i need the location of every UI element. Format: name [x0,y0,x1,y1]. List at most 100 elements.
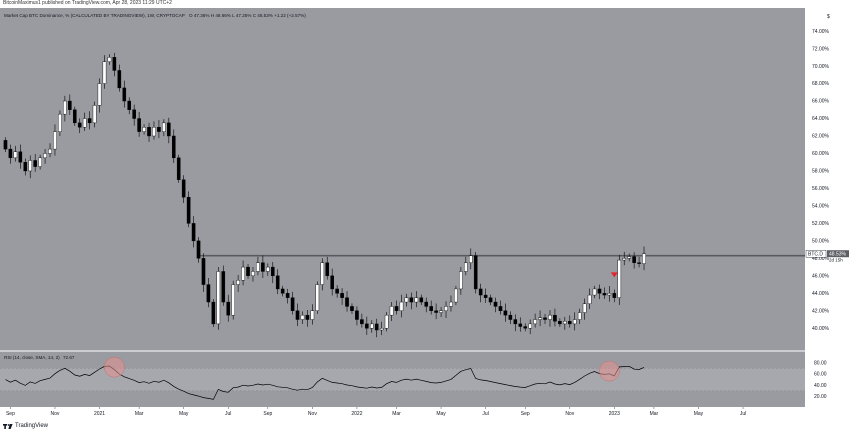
time-tick-label: Mar [135,411,144,417]
candle-body [612,293,617,298]
rsi-last-value: 72.67 [63,355,75,360]
price-axis[interactable] [805,8,850,351]
rsi-highlight-circle [599,360,620,382]
candle [300,311,305,324]
price-tick-label: 60.00% [812,151,830,157]
candle [48,143,52,158]
currency-label: $ [827,14,830,20]
candle-body [384,314,389,329]
candle-body [285,293,290,298]
candle [137,111,141,137]
footer: TradingView [0,421,850,434]
candle [295,303,300,327]
candle-body [226,301,231,316]
candle [558,318,562,327]
rsi-axis[interactable] [805,351,850,407]
candle-body [379,328,384,331]
candle-body [211,301,216,325]
candle [201,253,206,292]
candle-body [567,321,572,325]
time-axis[interactable] [0,407,850,421]
candle-body [414,297,419,303]
candle [157,119,161,139]
price-pane[interactable] [0,8,805,351]
candle-body [3,140,8,150]
candle-body [43,153,47,159]
price-tick-label: 40.00% [812,326,830,332]
candle [335,285,339,298]
rsi-legend: RSI (14, close, SMA, 14, 2) 72.67 [4,355,75,360]
candle [256,256,260,276]
price-axis-ticks: 74.00% 72.00% 70.00% 68.00% 66.00% 64.00% 62.0… [812,29,830,332]
candle-body [191,223,196,242]
candle-body [72,109,77,124]
candle [77,118,82,134]
candle [97,78,102,113]
candle [305,310,310,327]
candle [548,310,552,327]
candle [280,285,285,297]
candle-body [216,271,221,325]
chart-canvas[interactable]: 74.00% 72.00% 70.00% 68.00% 66.00% 64.00% 62.0… [0,8,850,421]
rsi-tick-label: 20.00 [814,394,827,400]
candle [246,264,250,279]
candle-body [320,262,325,285]
candle [523,323,528,332]
footer-brand: TradingView [15,423,49,429]
candle-body [167,122,171,137]
candle-body [587,294,592,304]
rsi-tick-label: 80.00 [814,360,827,366]
candle-body [58,113,62,132]
candle-body [33,160,37,167]
candle-body [404,297,409,303]
candle-body [241,266,245,281]
candle [394,300,399,315]
candle [473,251,478,294]
candle-body [117,70,122,89]
candle [592,285,597,299]
candle [231,280,235,320]
tradingview-logo-icon [3,424,13,429]
candle-body [186,196,191,224]
candle [28,155,33,179]
time-tick-label: Nov [565,411,574,417]
candle [369,320,374,333]
candle [468,248,473,270]
last-price-label[interactable]: BTC.D 48.53% 2d 15h [805,250,849,263]
candle-body [112,57,117,71]
countdown-text: 2d 15h [829,258,843,263]
candle [275,269,280,295]
candle-body [572,319,577,325]
candle [419,294,424,306]
marker-layer [610,272,618,278]
candle [607,286,612,302]
candle-body [246,266,250,277]
candle-body [394,306,399,311]
candle-series [3,52,646,338]
candle-body [330,275,334,290]
candle [43,149,47,164]
time-tick-label: 2021 [94,411,105,417]
candle [63,95,67,122]
last-value-box [827,250,849,258]
price-tick-label: 64.00% [812,116,830,122]
candle-body [335,288,339,294]
candle-body [592,288,597,296]
candle-body [152,127,156,137]
candle-body [538,317,542,320]
rsi-series [5,356,645,400]
candle [498,300,503,315]
candle [266,263,270,276]
candle-body [558,321,562,325]
price-tick-label: 44.00% [812,291,830,297]
candle-body [275,275,280,290]
candle-body [48,148,52,154]
candle [429,300,433,315]
candle-body [473,255,478,290]
last-value-text: 48.53% [829,251,847,257]
candle-body [577,312,582,320]
time-tick-label: 2022 [351,411,362,417]
candle [572,312,577,331]
candle [488,294,493,306]
candle [236,275,240,292]
